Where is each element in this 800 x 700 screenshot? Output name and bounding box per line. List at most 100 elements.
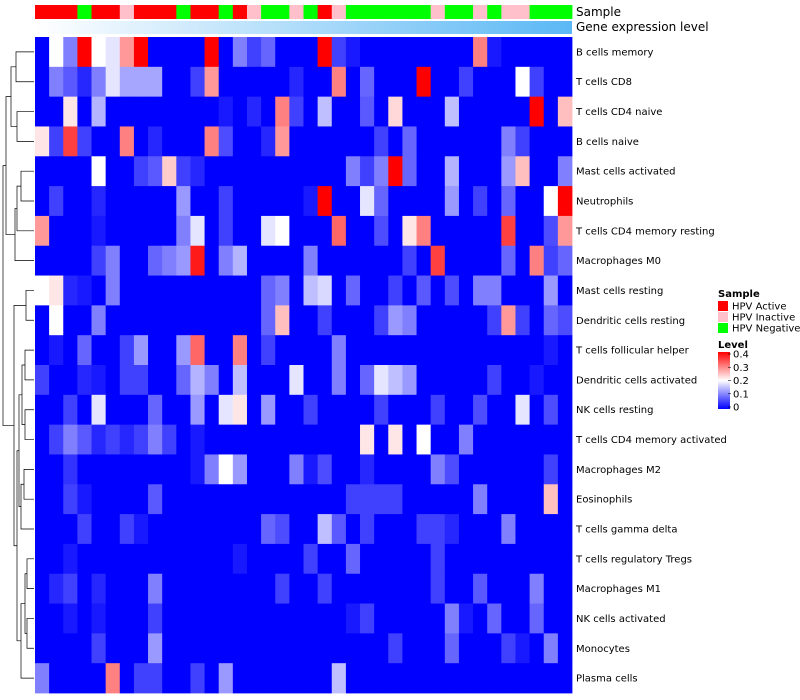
heatmap-cell xyxy=(416,543,432,575)
heatmap-cell xyxy=(77,96,92,127)
heatmap-cell xyxy=(388,633,403,664)
heatmap-cell xyxy=(317,394,333,426)
heatmap-cell xyxy=(487,66,502,98)
heatmap-cell xyxy=(119,335,135,366)
heatmap-cell xyxy=(204,484,220,515)
heatmap-cell xyxy=(246,215,262,247)
dendrogram-branch xyxy=(14,208,34,261)
heatmap-cell xyxy=(275,663,290,694)
heatmap-cell xyxy=(77,126,92,157)
heatmap-cell xyxy=(388,543,403,575)
heatmap-cell xyxy=(162,394,177,426)
heatmap-cell xyxy=(218,633,234,664)
heatmap-cell xyxy=(374,573,389,604)
heatmap-cell xyxy=(317,96,333,127)
heatmap-cell xyxy=(91,96,107,127)
heatmap-cell xyxy=(557,394,573,426)
heatmap-cell xyxy=(77,305,92,336)
heatmap-cell xyxy=(317,245,333,276)
heatmap-cell xyxy=(501,484,516,515)
heatmap-cell xyxy=(557,37,573,68)
sample-cell xyxy=(345,5,361,19)
heatmap-cell xyxy=(374,335,389,366)
sample-cell xyxy=(543,5,559,19)
heatmap-cell xyxy=(63,126,78,157)
heatmap-cell xyxy=(529,484,545,515)
heatmap-cell xyxy=(105,186,121,217)
heatmap-cell xyxy=(261,603,276,634)
heatmap-cell xyxy=(105,126,121,157)
heatmap-cell xyxy=(105,424,121,455)
heatmap-cell xyxy=(218,66,234,98)
heatmap-cell xyxy=(91,633,107,664)
heatmap-cell xyxy=(444,454,460,485)
heatmap-cell xyxy=(360,305,375,336)
heatmap-cell xyxy=(444,573,460,604)
heatmap-cell xyxy=(162,484,177,515)
heatmap-cell xyxy=(543,215,559,247)
heatmap-cell xyxy=(63,37,78,68)
heatmap-cell xyxy=(275,365,290,396)
heatmap-cell xyxy=(190,454,205,485)
heatmap-cell xyxy=(303,514,319,545)
heatmap-cell xyxy=(388,305,403,336)
heatmap-cell xyxy=(374,454,389,485)
legend-level-colorbar xyxy=(718,352,730,409)
heatmap-cell xyxy=(162,275,177,306)
heatmap-cell xyxy=(501,365,516,396)
heatmap-cell xyxy=(557,66,573,98)
heatmap-cell xyxy=(487,245,502,276)
heatmap-cell xyxy=(515,603,531,634)
heatmap-cell xyxy=(473,543,488,575)
heatmap-cell xyxy=(331,543,347,575)
heatmap-cell xyxy=(345,245,361,276)
heatmap-cell xyxy=(190,215,205,247)
heatmap-cell xyxy=(543,633,559,664)
dendrogram-branch xyxy=(20,603,34,679)
heatmap-cell xyxy=(487,543,502,575)
heatmap-cell xyxy=(543,424,559,455)
heatmap-cell xyxy=(501,215,516,247)
heatmap-cell xyxy=(275,543,290,575)
heatmap-cell xyxy=(557,603,573,634)
annotation-label: Gene expression level xyxy=(576,20,709,34)
heatmap-cell xyxy=(148,215,163,247)
heatmap-cell xyxy=(133,335,149,366)
heatmap-cell xyxy=(430,663,446,694)
heatmap-cell xyxy=(444,514,460,545)
heatmap-cell xyxy=(360,573,375,604)
heatmap-cell xyxy=(162,633,177,664)
heatmap-cell xyxy=(119,454,135,485)
sample-cell xyxy=(232,5,248,19)
heatmap-cell xyxy=(246,394,262,426)
heatmap-cell xyxy=(218,186,234,217)
heatmap-cell xyxy=(360,335,375,366)
heatmap-cell xyxy=(35,543,50,575)
heatmap-cell xyxy=(204,424,220,455)
heatmap-cell xyxy=(162,305,177,336)
heatmap-cell xyxy=(529,543,545,575)
heatmap-cell xyxy=(35,126,50,157)
sample-cell xyxy=(261,5,276,19)
heatmap-cell xyxy=(374,66,389,98)
heatmap-cell xyxy=(232,365,248,396)
heatmap-cell xyxy=(77,275,92,306)
heatmap-cell xyxy=(402,156,417,187)
heatmap-cell xyxy=(388,215,403,247)
heatmap-cell xyxy=(430,66,446,98)
heatmap-cell xyxy=(557,96,573,127)
heatmap-cell xyxy=(458,275,474,306)
sample-cell xyxy=(416,5,432,19)
heatmap-cell xyxy=(148,96,163,127)
heatmap-cell xyxy=(458,126,474,157)
heatmap-cell xyxy=(35,275,50,306)
heatmap-cell xyxy=(91,484,107,515)
heatmap-cell xyxy=(261,633,276,664)
heatmap-cell xyxy=(162,514,177,545)
heatmap-cell xyxy=(458,186,474,217)
heatmap-cell xyxy=(543,335,559,366)
row-label: T cells CD4 memory resting xyxy=(575,226,715,237)
legend-sample-title: Sample xyxy=(718,289,760,300)
heatmap-cell xyxy=(275,603,290,634)
heatmap-cell xyxy=(402,96,417,127)
